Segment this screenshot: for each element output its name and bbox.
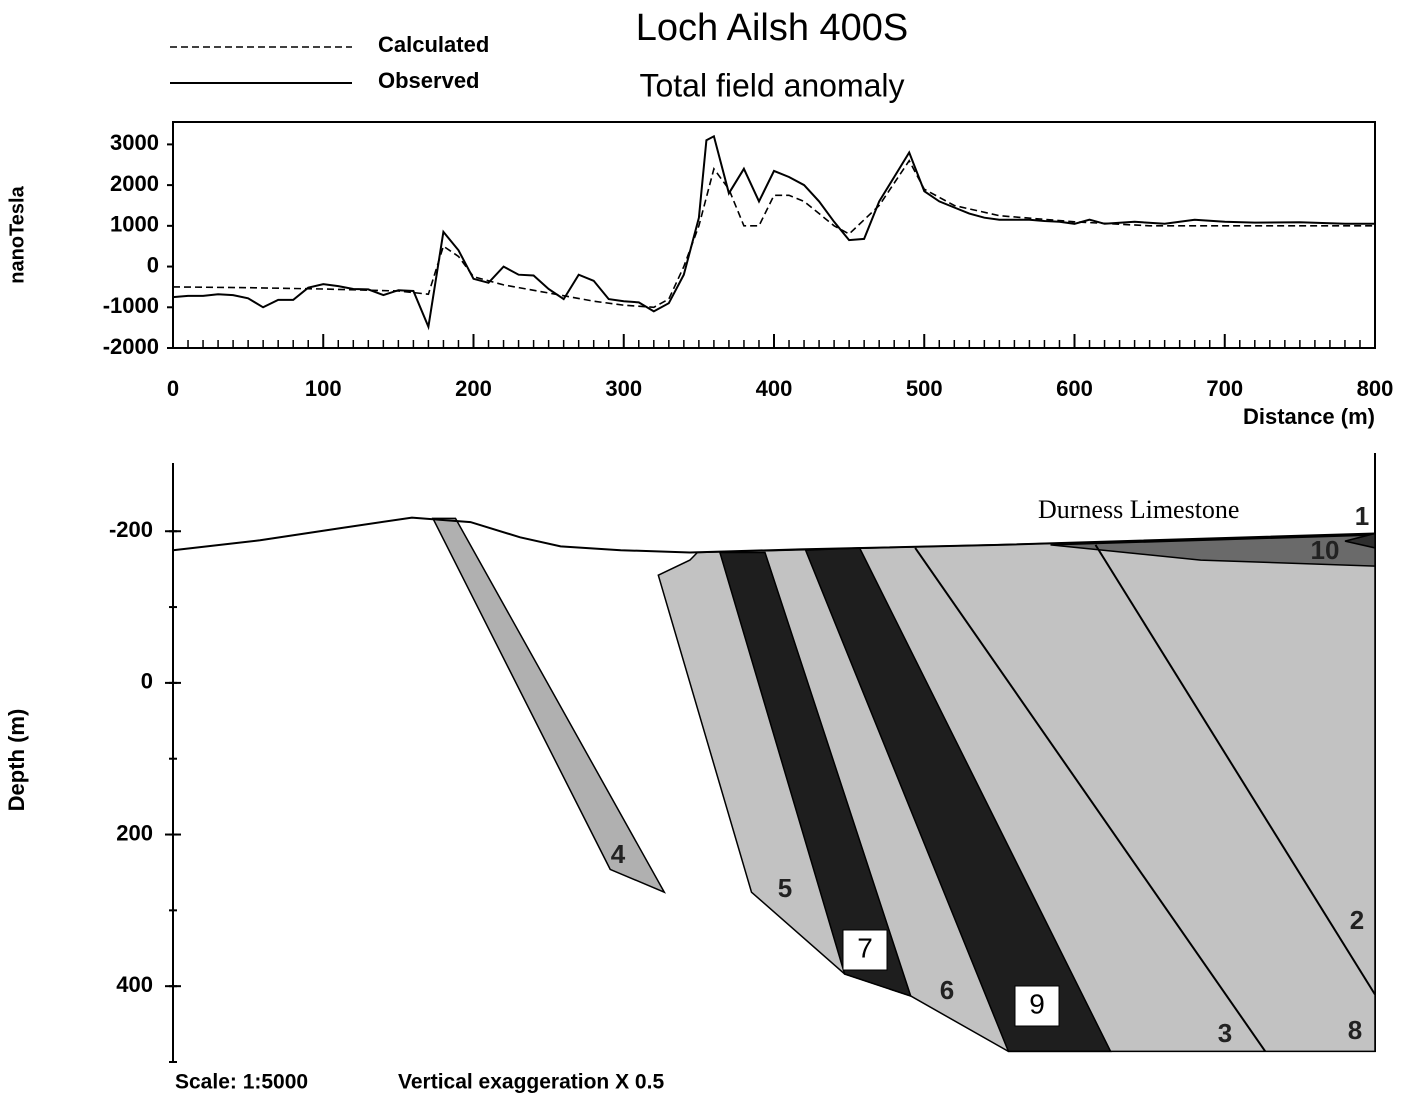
legend-label: Calculated xyxy=(378,32,489,57)
x-tick-label: 300 xyxy=(605,376,642,401)
y-tick-label: -1000 xyxy=(103,293,159,318)
unit-label: 7 xyxy=(857,932,873,963)
y-tick-label: -200 xyxy=(109,517,153,542)
exaggeration-note: Vertical exaggeration X 0.5 xyxy=(398,1071,664,1094)
legend-label: Observed xyxy=(378,68,480,93)
x-tick-label: 700 xyxy=(1206,376,1243,401)
unit-label: 4 xyxy=(611,839,626,869)
plot-frame xyxy=(173,122,1375,348)
unit-label: 6 xyxy=(940,975,954,1005)
unit-label: 5 xyxy=(778,873,792,903)
y-axis-label: Depth (m) xyxy=(4,709,29,812)
y-tick-label: 1000 xyxy=(110,212,159,237)
scale-note: Scale: 1:5000 xyxy=(175,1071,308,1094)
x-tick-label: 200 xyxy=(455,376,492,401)
series-line xyxy=(173,161,1375,308)
x-tick-label: 0 xyxy=(167,376,179,401)
x-axis-label: Distance (m) xyxy=(1243,404,1375,429)
y-tick-label: 0 xyxy=(147,252,159,277)
x-tick-label: 600 xyxy=(1056,376,1093,401)
chart-title: Loch Ailsh 400S xyxy=(636,7,909,49)
y-tick-label: 200 xyxy=(116,820,153,845)
y-axis-label: nanoTesla xyxy=(6,185,28,283)
y-tick-label: -2000 xyxy=(103,334,159,359)
unit-label: 3 xyxy=(1218,1018,1232,1048)
unit-label: 1 xyxy=(1355,501,1369,531)
x-tick-label: 400 xyxy=(756,376,793,401)
unit-label: 8 xyxy=(1348,1015,1362,1045)
rock-unit xyxy=(433,518,664,892)
unit-label: 10 xyxy=(1311,535,1340,565)
annotation: Durness Limestone xyxy=(1038,495,1239,524)
x-tick-label: 100 xyxy=(305,376,342,401)
y-tick-label: 400 xyxy=(116,972,153,997)
y-tick-label: 2000 xyxy=(110,171,159,196)
unit-label: 9 xyxy=(1029,988,1045,1019)
y-tick-label: 3000 xyxy=(110,130,159,155)
figure: Loch Ailsh 400S Total field anomaly Dist… xyxy=(0,0,1409,1102)
unit-label: 2 xyxy=(1350,905,1364,935)
x-tick-label: 800 xyxy=(1357,376,1394,401)
chart-subtitle: Total field anomaly xyxy=(639,67,904,103)
y-tick-label: 0 xyxy=(141,669,153,694)
x-tick-label: 500 xyxy=(906,376,943,401)
series-line xyxy=(173,136,1375,326)
